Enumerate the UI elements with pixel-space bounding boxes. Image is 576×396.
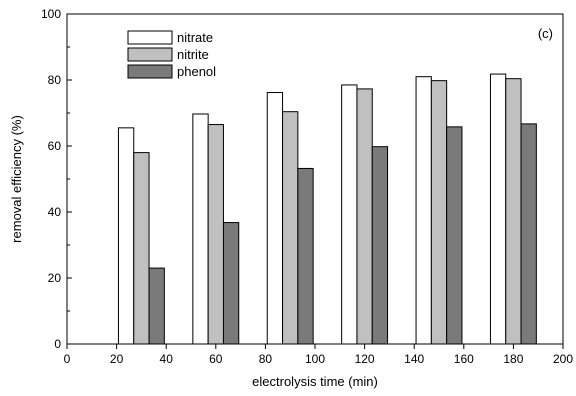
- y-tick-label: 100: [41, 7, 61, 21]
- legend-label-nitrite: nitrite: [177, 47, 209, 62]
- legend: nitrate nitrite phenol: [127, 30, 216, 79]
- x-tick-label: 40: [160, 352, 174, 366]
- bar-phenol-60: [222, 222, 240, 345]
- legend-swatch-phenol: [127, 64, 173, 79]
- y-tick-label: 80: [48, 73, 62, 87]
- panel-label: (c): [538, 26, 553, 41]
- bar-nitrite-60: [207, 124, 224, 345]
- bar-phenol-150: [446, 126, 463, 345]
- bar-phenol-90: [297, 167, 314, 345]
- x-tick-label: 20: [110, 352, 124, 366]
- bar-phenol-30: [148, 267, 165, 345]
- bar-nitrate-180: [489, 73, 507, 345]
- x-tick-label: 180: [503, 352, 523, 366]
- legend-label-nitrate: nitrate: [177, 30, 213, 45]
- bar-nitrite-150: [430, 80, 448, 345]
- x-tick-label: 140: [404, 352, 424, 366]
- x-tick-label: 60: [209, 352, 223, 366]
- bar-nitrate-60: [192, 113, 209, 345]
- bar-nitrate-30: [117, 127, 135, 345]
- x-axis-label: electrolysis time (min): [252, 374, 378, 389]
- x-tick-label: 160: [454, 352, 474, 366]
- x-tick-label: 80: [259, 352, 273, 366]
- x-tick-label: 120: [355, 352, 375, 366]
- y-axis-label: removal efficiency (%): [9, 115, 24, 243]
- axes-layer: 0 20 40 60 80 100 120 140 160 180 200 0 20 40 60 80 100: [41, 7, 573, 366]
- legend-swatch-nitrate: [127, 30, 173, 45]
- legend-swatch-nitrite: [127, 47, 173, 62]
- x-tick-label: 100: [305, 352, 325, 366]
- bar-nitrite-120: [356, 88, 373, 345]
- bar-nitrate-150: [415, 76, 432, 345]
- bar-nitrite-180: [505, 78, 522, 345]
- legend-label-phenol: phenol: [177, 64, 216, 79]
- y-tick-label: 60: [48, 139, 62, 153]
- bar-nitrite-90: [282, 111, 299, 345]
- bar-nitrite-30: [133, 152, 150, 345]
- y-tick-label: 0: [54, 337, 61, 351]
- bar-nitrate-90: [266, 92, 284, 345]
- x-tick-label: 200: [553, 352, 573, 366]
- bar-phenol-120: [371, 146, 389, 345]
- bars-layer: [117, 73, 537, 345]
- y-tick-label: 20: [48, 271, 62, 285]
- bar-phenol-180: [520, 123, 537, 345]
- x-tick-label: 0: [64, 352, 71, 366]
- bar-nitrate-120: [341, 84, 358, 345]
- y-tick-label: 40: [48, 205, 62, 219]
